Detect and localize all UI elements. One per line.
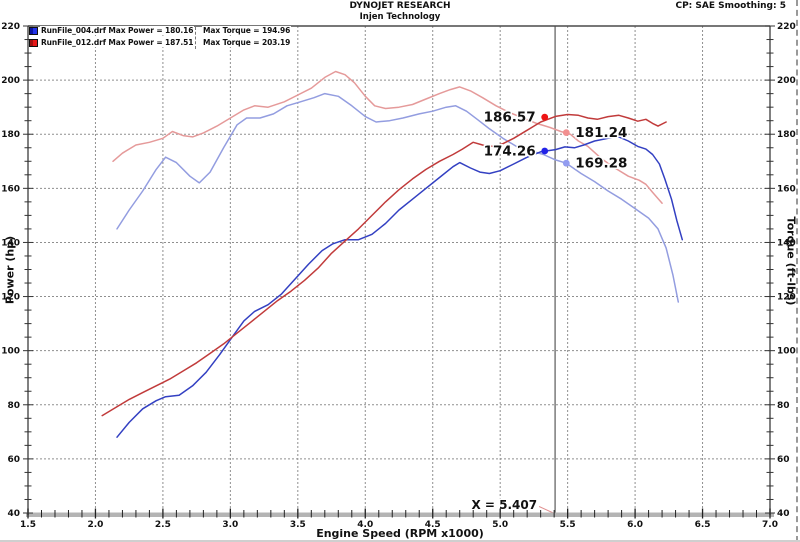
marker-run012-power: 186.57 — [482, 108, 549, 127]
x-tick-label: 2.0 — [87, 520, 103, 530]
legend-separator — [195, 27, 196, 49]
marker-run004-torque-dot — [562, 159, 570, 167]
header-title: DYNOJET RESEARCH — [349, 1, 451, 11]
y-tick-label-left: 60 — [7, 455, 20, 465]
y-tick-label-left: 180 — [1, 130, 20, 140]
x-tick-label: 4.0 — [357, 520, 373, 530]
y-tick-label-right: 180 — [777, 130, 796, 140]
y-tick-label-right: 200 — [777, 76, 796, 86]
run012-torque-curve — [112, 70, 663, 204]
run012-power-curve — [101, 113, 667, 417]
marker-run004-torque: 169.28 — [562, 154, 629, 173]
x-tick-label: 1.5 — [20, 520, 36, 530]
legend-max-torque: Max Torque = 203.19 — [202, 38, 292, 47]
run004-power-curve — [116, 136, 684, 438]
marker-run012-torque-dot — [562, 129, 570, 136]
x-tick-label: 6.0 — [627, 520, 643, 530]
legend-swatch — [29, 39, 38, 47]
y-tick-label-right: 120 — [777, 293, 796, 303]
x-tick-label: 2.5 — [155, 520, 171, 530]
cursor-group: X = 5.407 — [470, 26, 556, 516]
x-tick-label: 3.5 — [290, 520, 306, 530]
y-tick-label-left: 40 — [7, 509, 20, 519]
marker-run012-power-dot — [541, 113, 549, 121]
legend-max-torque: Max Torque = 194.96 — [202, 26, 292, 35]
y-tick-label-right: 80 — [777, 401, 790, 411]
gridlines — [28, 26, 770, 513]
y-tick-label-left: 220 — [1, 22, 20, 32]
x-tick-label: 3.0 — [222, 520, 238, 530]
y-tick-label-left: 200 — [1, 76, 20, 86]
marker-run012-torque-label: 181.24 — [575, 125, 627, 141]
y-axis-left-label: Power (hp) — [3, 235, 17, 305]
marker-run004-power: 174.26 — [482, 142, 549, 161]
window-bottom-edge — [0, 540, 800, 542]
x-tick-label: 5.0 — [492, 520, 508, 530]
y-tick-label-right: 140 — [777, 238, 796, 248]
legend-file-and-max-power: RunFile_012.drf Max Power = 187.51 — [40, 38, 195, 47]
x-tick-label: 6.5 — [695, 520, 711, 530]
y-tick-label-left: 160 — [1, 184, 20, 194]
y-tick-label-left: 140 — [1, 238, 20, 248]
y-tick-label-right: 160 — [777, 184, 796, 194]
header-subtitle: Injen Technology — [359, 12, 441, 22]
header-settings[interactable]: CP: SAE Smoothing: 5 — [675, 1, 786, 11]
y-tick-label-left: 120 — [1, 293, 20, 303]
y-tick-label-right: 220 — [777, 22, 796, 32]
legend-swatch — [29, 27, 38, 35]
y-tick-label-right: 100 — [777, 347, 796, 357]
window-right-edge — [796, 0, 798, 542]
x-tick-label: 5.5 — [560, 520, 576, 530]
marker-run012-torque: 181.24 — [562, 124, 629, 143]
y-tick-label-left: 100 — [1, 347, 20, 357]
x-tick-label: 7.0 — [762, 520, 778, 530]
run004-torque-curve — [116, 92, 680, 303]
marker-run004-torque-label: 169.28 — [575, 156, 627, 172]
y-tick-label-right: 40 — [777, 509, 790, 519]
y-tick-label-right: 60 — [777, 455, 790, 465]
marker-run004-power-dot — [541, 147, 549, 155]
cursor-readout: X = 5.407 — [471, 498, 537, 512]
x-axis-label: Engine Speed (RPM x1000) — [316, 527, 484, 540]
y-tick-label-left: 80 — [7, 401, 20, 411]
x-tick-label: 4.5 — [425, 520, 441, 530]
marker-run004-power-label: 174.26 — [484, 143, 536, 159]
legend-file-and-max-power: RunFile_004.drf Max Power = 180.16 — [40, 26, 195, 35]
x-axis-band — [26, 512, 774, 517]
axes: 1.5 2.0 2.5 3.0 3.5 4.0 4.5 5.0 5.5 6.0 6.5 7.0 220 2… — [1, 22, 796, 530]
marker-run012-power-label: 186.57 — [484, 110, 536, 126]
